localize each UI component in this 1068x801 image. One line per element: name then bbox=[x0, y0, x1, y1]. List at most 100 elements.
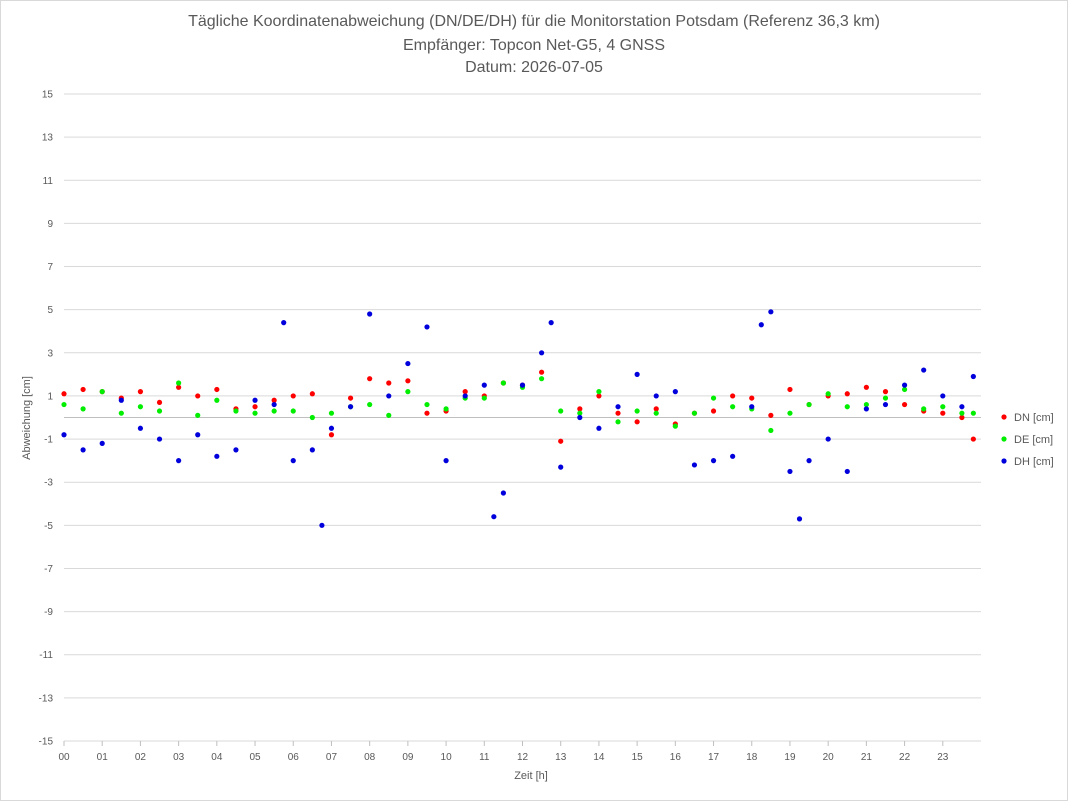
data-point bbox=[768, 412, 774, 418]
y-tick-label: -15 bbox=[39, 737, 54, 748]
data-point bbox=[424, 324, 430, 330]
data-point bbox=[577, 414, 583, 421]
data-point bbox=[118, 410, 124, 416]
data-point bbox=[61, 401, 67, 408]
data-point bbox=[367, 376, 373, 382]
data-point bbox=[156, 399, 163, 406]
data-point bbox=[519, 382, 526, 388]
legend-label: DH [cm] bbox=[1014, 456, 1054, 468]
y-tick-label: -11 bbox=[39, 650, 53, 661]
series-dn bbox=[61, 369, 976, 444]
data-point bbox=[970, 373, 976, 380]
chart-title: Tägliche Koordinatenabweichung (DN/DE/DH… bbox=[188, 13, 880, 30]
x-tick-label: 22 bbox=[899, 752, 911, 763]
x-tick-label: 07 bbox=[326, 752, 338, 763]
x-tick-label: 14 bbox=[593, 752, 605, 763]
data-point bbox=[405, 360, 411, 367]
data-point bbox=[730, 404, 736, 410]
data-point bbox=[80, 386, 86, 393]
x-axis-label: Zeit [h] bbox=[514, 770, 548, 782]
data-point bbox=[844, 391, 850, 397]
data-point bbox=[844, 404, 850, 410]
data-point bbox=[558, 408, 564, 414]
data-point bbox=[328, 432, 335, 438]
data-point bbox=[653, 410, 659, 416]
data-point bbox=[424, 410, 430, 416]
data-point bbox=[653, 406, 659, 412]
data-point bbox=[787, 410, 793, 416]
y-axis-ticks: 15 13 11 9 7 5 3 1 -1 -3 -5 -7 -9 -11 -13 -15 bbox=[39, 90, 54, 748]
data-point bbox=[424, 401, 430, 408]
data-point bbox=[901, 386, 908, 393]
data-point bbox=[825, 436, 831, 442]
data-point bbox=[921, 367, 927, 373]
data-point bbox=[328, 410, 335, 416]
data-point bbox=[710, 408, 717, 414]
x-tick-label: 15 bbox=[632, 752, 644, 763]
x-axis-ticks: 00 01 02 03 04 05 06 07 08 09 10 11 12 13 14 15 16 17 18 19… bbox=[58, 741, 949, 763]
data-point bbox=[806, 401, 812, 408]
data-point bbox=[61, 432, 67, 438]
y-tick-label: 15 bbox=[42, 90, 54, 101]
data-point bbox=[844, 468, 850, 475]
data-point bbox=[309, 447, 315, 453]
y-tick-label: -3 bbox=[44, 478, 53, 489]
x-tick-label: 08 bbox=[364, 752, 376, 763]
data-point bbox=[901, 382, 908, 388]
data-point bbox=[290, 393, 296, 399]
legend: DN [cm] DE [cm] DH [cm] bbox=[1001, 412, 1054, 468]
data-point bbox=[500, 380, 506, 386]
data-point bbox=[959, 414, 965, 421]
data-point bbox=[367, 401, 373, 408]
data-point bbox=[634, 371, 640, 377]
data-point bbox=[61, 391, 67, 397]
data-point bbox=[959, 404, 965, 410]
data-point bbox=[176, 380, 182, 386]
data-point bbox=[548, 320, 554, 326]
data-points bbox=[61, 309, 976, 528]
x-tick-label: 12 bbox=[517, 752, 529, 763]
data-point bbox=[367, 311, 373, 317]
data-point bbox=[176, 458, 182, 464]
data-point bbox=[252, 404, 258, 410]
y-tick-label: 13 bbox=[42, 133, 54, 144]
data-point bbox=[539, 376, 545, 382]
data-point bbox=[825, 391, 831, 397]
data-point bbox=[233, 447, 239, 453]
data-point bbox=[328, 425, 335, 431]
x-tick-label: 23 bbox=[937, 752, 949, 763]
data-point bbox=[596, 425, 602, 431]
y-tick-label: 11 bbox=[43, 176, 54, 187]
data-point bbox=[710, 458, 717, 464]
series-dh bbox=[61, 309, 976, 528]
data-point bbox=[863, 384, 869, 390]
data-point bbox=[615, 410, 621, 416]
y-tick-label: -7 bbox=[44, 564, 53, 575]
x-tick-label: 16 bbox=[670, 752, 682, 763]
data-point bbox=[281, 320, 287, 326]
data-point bbox=[882, 401, 889, 408]
legend-label: DE [cm] bbox=[1014, 434, 1053, 446]
data-point bbox=[481, 382, 487, 388]
data-point bbox=[491, 514, 497, 520]
data-point bbox=[970, 436, 976, 442]
data-point bbox=[921, 406, 927, 412]
data-point bbox=[462, 393, 468, 399]
legend-marker bbox=[1001, 436, 1007, 442]
data-point bbox=[558, 464, 564, 470]
data-point bbox=[309, 414, 315, 421]
data-point bbox=[290, 408, 296, 414]
x-tick-label: 04 bbox=[211, 752, 223, 763]
data-point bbox=[634, 408, 640, 414]
data-point bbox=[386, 393, 392, 399]
y-tick-label: 7 bbox=[47, 262, 53, 273]
data-point bbox=[386, 412, 392, 418]
data-point bbox=[319, 522, 325, 528]
data-point bbox=[195, 432, 201, 438]
data-point bbox=[672, 389, 678, 395]
data-point bbox=[558, 438, 564, 444]
data-point bbox=[539, 350, 545, 356]
chart-subtitle: Empfänger: Topcon Net-G5, 4 GNSS bbox=[402, 37, 666, 54]
